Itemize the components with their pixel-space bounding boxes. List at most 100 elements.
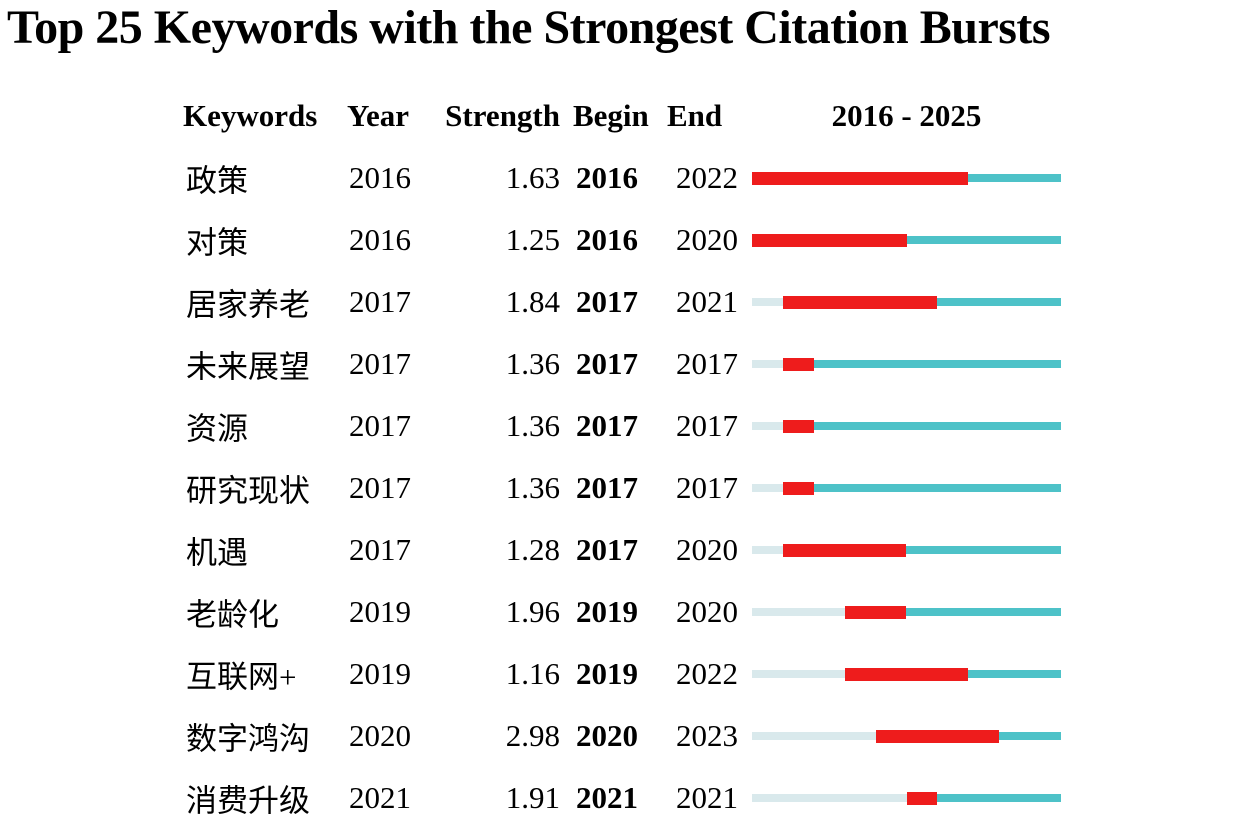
year-value: 2016 [349,160,411,195]
pre-burst-segment [752,298,783,306]
pre-burst-segment [752,670,845,678]
burst-segment [844,605,907,619]
burst-timeline-bar [752,667,1061,681]
keyword-label: 政策 [186,163,248,199]
strength-value: 1.96 [505,594,560,629]
keyword-label: 机遇 [186,535,248,571]
column-header-begin: Begin [573,98,649,133]
year-value: 2019 [349,656,411,691]
begin-value: 2017 [576,284,638,319]
burst-timeline-bar [752,295,1061,309]
post-burst-segment [813,360,1061,368]
keyword-label: 消费升级 [186,783,310,819]
table-row: 政策 2016 1.63 2016 2022 [0,147,1241,209]
strength-value: 2.98 [505,718,560,753]
strength-value: 1.16 [505,656,560,691]
end-value: 2022 [676,160,738,195]
end-value: 2021 [676,780,738,815]
burst-segment [906,791,938,805]
end-value: 2017 [676,346,738,381]
pre-burst-segment [752,484,783,492]
year-value: 2020 [349,718,411,753]
burst-segment [875,729,1000,743]
strength-value: 1.84 [505,284,560,319]
post-burst-segment [813,422,1061,430]
post-burst-segment [906,608,1061,616]
end-value: 2017 [676,408,738,443]
keyword-label: 数字鸿沟 [186,721,310,757]
table-row: 老龄化 2019 1.96 2019 2020 [0,581,1241,643]
burst-timeline-bar [752,357,1061,371]
begin-value: 2019 [576,594,638,629]
strength-value: 1.28 [505,532,560,567]
begin-value: 2017 [576,408,638,443]
column-header-year: Year [347,98,409,133]
strength-value: 1.36 [505,346,560,381]
table-row: 消费升级 2021 1.91 2021 2021 [0,767,1241,823]
burst-timeline-bar [752,791,1061,805]
keyword-label: 老龄化 [186,597,279,633]
post-burst-segment [937,298,1061,306]
year-value: 2017 [349,532,411,567]
burst-segment [782,419,814,433]
column-header-keywords: Keywords [183,98,318,133]
end-value: 2020 [676,594,738,629]
strength-value: 1.36 [505,408,560,443]
end-value: 2023 [676,718,738,753]
pre-burst-segment [752,794,907,802]
begin-value: 2017 [576,346,638,381]
burst-segment [782,295,938,309]
post-burst-segment [906,236,1061,244]
burst-timeline-bar [752,171,1061,185]
end-value: 2020 [676,532,738,567]
end-value: 2017 [676,470,738,505]
table-row: 居家养老 2017 1.84 2017 2021 [0,271,1241,333]
keyword-label: 未来展望 [186,349,310,385]
strength-value: 1.25 [505,222,560,257]
pre-burst-segment [752,608,845,616]
post-burst-segment [813,484,1061,492]
keyword-label: 研究现状 [186,473,310,509]
page-title: Top 25 Keywords with the Strongest Citat… [7,1,1051,54]
end-value: 2020 [676,222,738,257]
table-row: 资源 2017 1.36 2017 2017 [0,395,1241,457]
year-value: 2021 [349,780,411,815]
column-header-end: End [667,98,723,133]
keyword-label: 资源 [186,411,248,447]
pre-burst-segment [752,422,783,430]
table-row: 互联网+ 2019 1.16 2019 2022 [0,643,1241,705]
burst-timeline-bar [752,481,1061,495]
begin-value: 2020 [576,718,638,753]
table-row: 数字鸿沟 2020 2.98 2020 2023 [0,705,1241,767]
strength-value: 1.63 [505,160,560,195]
pre-burst-segment [752,546,783,554]
burst-segment [752,233,907,247]
year-value: 2017 [349,470,411,505]
begin-value: 2019 [576,656,638,691]
burst-timeline-bar [752,605,1061,619]
table-rows: 政策 2016 1.63 2016 2022 对策 2016 1.25 2016 2020 居家养老… [0,147,1241,823]
table-row: 研究现状 2017 1.36 2017 2017 [0,457,1241,519]
begin-value: 2017 [576,532,638,567]
year-value: 2017 [349,408,411,443]
table-row: 未来展望 2017 1.36 2017 2017 [0,333,1241,395]
year-value: 2016 [349,222,411,257]
year-value: 2017 [349,284,411,319]
table-row: 机遇 2017 1.28 2017 2020 [0,519,1241,581]
begin-value: 2017 [576,470,638,505]
burst-segment [782,481,814,495]
burst-segment [752,171,969,185]
keyword-label: 居家养老 [186,287,310,323]
post-burst-segment [968,670,1061,678]
pre-burst-segment [752,732,876,740]
burst-timeline-bar [752,419,1061,433]
post-burst-segment [999,732,1061,740]
keyword-label: 对策 [186,225,248,261]
begin-value: 2021 [576,780,638,815]
burst-segment [844,667,969,681]
burst-timeline-bar [752,233,1061,247]
pre-burst-segment [752,360,783,368]
column-header-strength: Strength [445,98,560,133]
begin-value: 2016 [576,160,638,195]
post-burst-segment [968,174,1061,182]
